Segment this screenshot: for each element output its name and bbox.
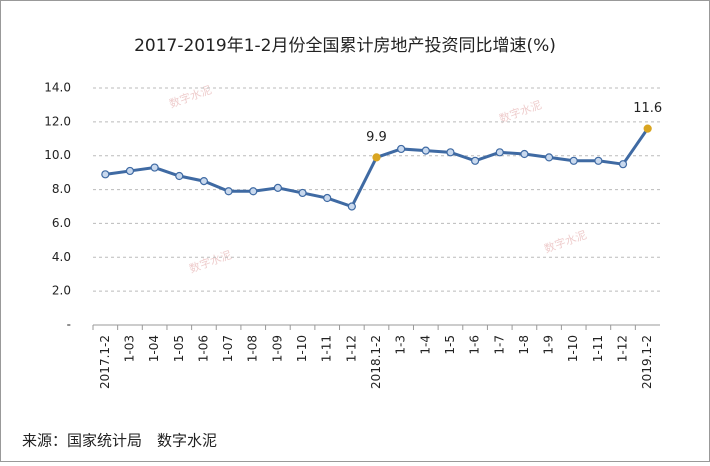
x-tick-label: 2017.1-2 bbox=[98, 335, 112, 389]
x-tick-label: 1-8 bbox=[517, 335, 531, 355]
x-tick-label: 1-9 bbox=[542, 335, 556, 355]
x-tick-label: 1-12 bbox=[616, 335, 630, 362]
marker bbox=[175, 171, 184, 181]
marker bbox=[249, 187, 258, 196]
x-tick-label: 1-12 bbox=[344, 335, 358, 362]
marker bbox=[446, 148, 455, 157]
x-tick-label: 1-10 bbox=[295, 335, 309, 362]
x-tick-label: 1-10 bbox=[566, 335, 580, 362]
y-tick-label: 6.0 bbox=[52, 216, 71, 230]
y-tick-label: 10.0 bbox=[44, 148, 71, 162]
marker bbox=[323, 193, 332, 203]
y-tick-label: - bbox=[67, 318, 71, 332]
source-note: 来源：国家统计局 数字水泥 bbox=[22, 432, 217, 450]
marker bbox=[347, 202, 356, 211]
data-label: 9.9 bbox=[366, 130, 387, 145]
y-tick-label: 14.0 bbox=[44, 81, 71, 95]
marker bbox=[150, 163, 159, 172]
x-tick-label: 1-7 bbox=[492, 335, 506, 355]
marker bbox=[125, 166, 135, 176]
marker bbox=[421, 146, 430, 155]
x-tick-label: 1-11 bbox=[320, 335, 334, 362]
x-tick-label: 1-08 bbox=[246, 335, 260, 362]
marker bbox=[520, 149, 529, 159]
marker bbox=[101, 170, 110, 179]
marker bbox=[224, 187, 233, 196]
y-tick-label: 12.0 bbox=[44, 114, 71, 128]
x-tick-label: 1-04 bbox=[147, 335, 161, 362]
x-tick-label: 1-5 bbox=[443, 335, 457, 355]
marker bbox=[298, 188, 307, 198]
y-tick-label: 8.0 bbox=[52, 182, 71, 196]
marker bbox=[618, 160, 628, 169]
marker bbox=[199, 177, 209, 186]
marker bbox=[471, 156, 480, 165]
x-tick-label: 1-3 bbox=[394, 335, 408, 355]
marker bbox=[397, 144, 406, 154]
marker bbox=[372, 153, 381, 162]
marker bbox=[643, 124, 652, 133]
x-tick-label: 1-6 bbox=[468, 335, 482, 355]
x-tick-label: 1-05 bbox=[172, 335, 186, 362]
marker bbox=[544, 153, 554, 162]
marker bbox=[594, 156, 603, 165]
x-tick-label: 1-11 bbox=[591, 335, 605, 362]
data-label: 11.6 bbox=[633, 101, 662, 116]
x-tick-label: 1-06 bbox=[196, 335, 210, 362]
y-tick-label: 4.0 bbox=[52, 250, 71, 264]
chart-title: 2017-2019年1-2月份全国累计房地产投资同比增速(%) bbox=[134, 36, 556, 56]
x-tick-label: 1-4 bbox=[418, 335, 432, 355]
marker bbox=[273, 183, 282, 192]
x-tick-label: 1-07 bbox=[221, 335, 235, 362]
x-tick-label: 1-09 bbox=[270, 335, 284, 362]
y-tick-label: 2.0 bbox=[52, 284, 71, 298]
marker bbox=[569, 156, 578, 165]
x-tick-label: 2018.1-2 bbox=[369, 335, 383, 389]
marker bbox=[495, 148, 504, 157]
x-tick-label: 1-03 bbox=[122, 335, 136, 362]
x-tick-label: 2019.1-2 bbox=[640, 335, 654, 389]
